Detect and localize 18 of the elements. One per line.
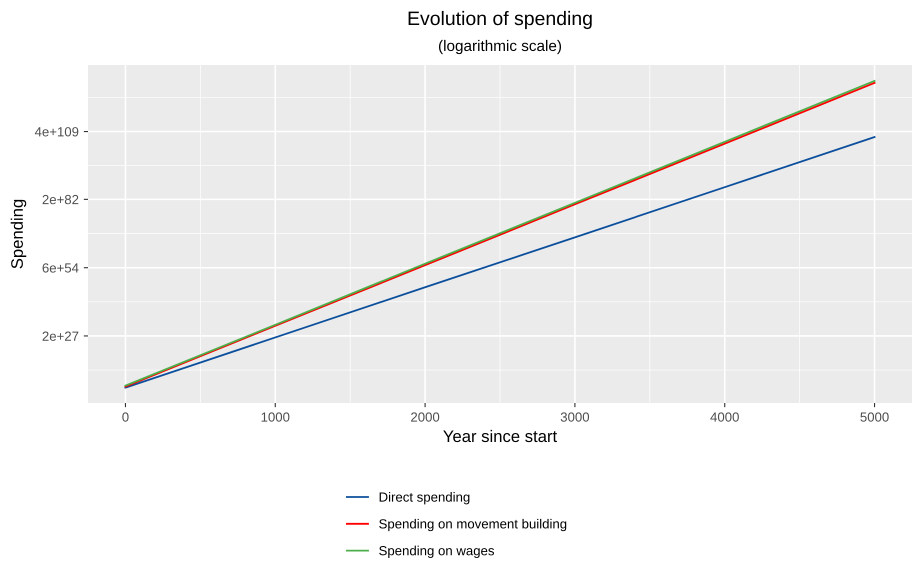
y-tick-label: 2e+27	[42, 332, 78, 341]
x-tick-label: 4000	[710, 412, 739, 422]
legend-label: Spending on wages	[379, 546, 494, 558]
line-series	[124, 136, 876, 389]
x-tick-label: 3000	[560, 412, 590, 422]
y-tick-label: 4e+109	[34, 127, 78, 136]
y-axis-title: Spending	[10, 200, 26, 268]
chart-subtitle: (logarithmic scale)	[438, 40, 562, 54]
chart-title: Evolution of spending	[408, 10, 592, 30]
x-tick-label: 1000	[262, 412, 290, 422]
legend-label: Spending on movement building	[379, 518, 566, 532]
x-tick-label: 0	[122, 412, 129, 422]
x-axis-title: Year since start	[443, 430, 558, 442]
x-tick-label: 2000	[411, 412, 440, 422]
x-tick-label: 5000	[860, 412, 889, 422]
y-tick-label: 6e+54	[42, 263, 79, 273]
legend-label: Direct spending	[380, 492, 470, 504]
y-tick-label: 2e+82	[42, 194, 78, 204]
